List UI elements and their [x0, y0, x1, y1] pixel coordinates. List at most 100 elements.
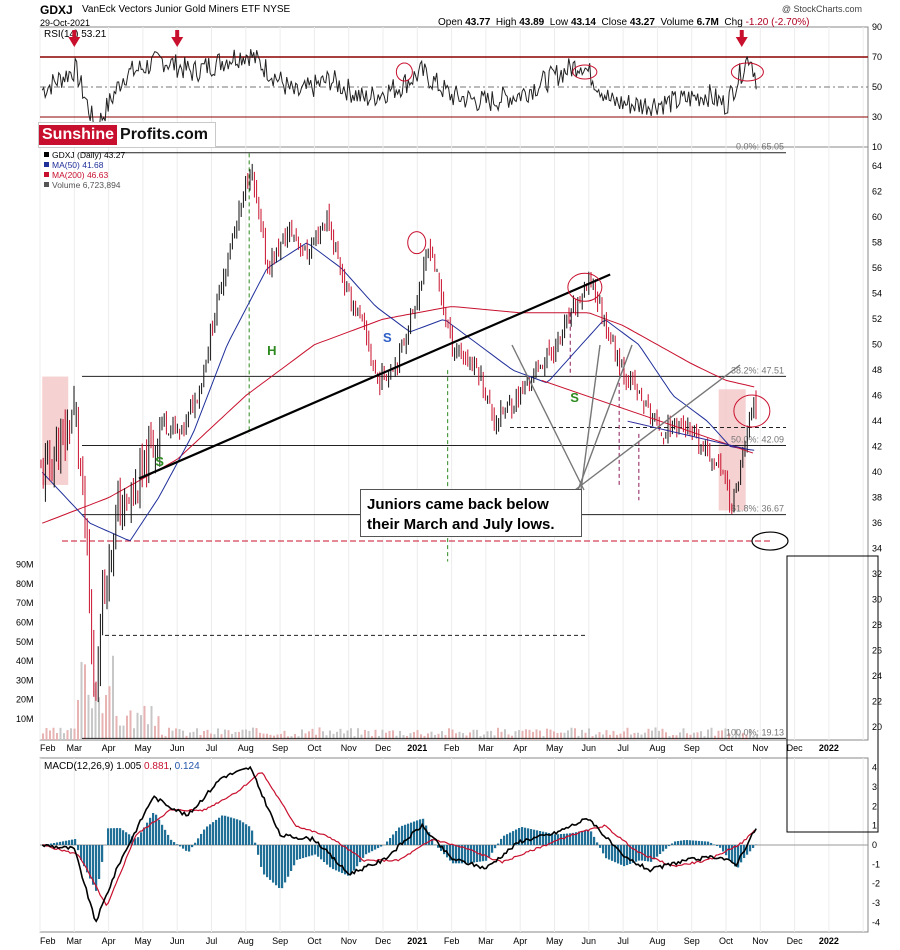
- volume-bar: [560, 732, 562, 740]
- volume-bar: [640, 734, 643, 740]
- macd-histogram-bar: [650, 845, 653, 862]
- macd-histogram-bar: [569, 833, 572, 845]
- x-axis-label: Jul: [206, 743, 218, 753]
- legend-swatch: [44, 152, 49, 157]
- x-axis-label: Jul: [206, 936, 218, 946]
- macd-histogram-bar: [266, 845, 269, 878]
- macd-histogram-bar: [401, 825, 404, 845]
- macd-histogram-bar: [353, 845, 356, 871]
- x-axis-label: Dec: [787, 936, 804, 946]
- volume-bar: [262, 733, 265, 740]
- macd-legend-part: 0.881: [141, 761, 169, 772]
- volume-bar: [210, 733, 212, 740]
- macd-histogram-bar: [710, 842, 713, 845]
- x-axis-label: May: [546, 936, 564, 946]
- volume-bar: [192, 731, 195, 740]
- macd-histogram-bar: [494, 845, 497, 849]
- macd-histogram-bar: [371, 845, 374, 852]
- volume-bar: [147, 724, 149, 740]
- volume-bar: [472, 729, 475, 740]
- volume-bar: [266, 733, 268, 740]
- volume-bar: [171, 730, 174, 740]
- volume-bar: [623, 731, 625, 740]
- macd-histogram-bar: [185, 845, 188, 851]
- volume-scale-label: 50M: [16, 637, 34, 647]
- volume-bar: [91, 708, 93, 740]
- macd-histogram-bar: [233, 818, 236, 845]
- x-axis-label: Mar: [478, 936, 494, 946]
- macd-histogram-bar: [656, 845, 659, 857]
- rsi-down-arrow-icon: [171, 37, 184, 47]
- macd-histogram-bar: [596, 842, 599, 845]
- macd-histogram-bar: [305, 845, 308, 858]
- highlight-box: [718, 389, 746, 511]
- volume-bar: [329, 730, 331, 740]
- macd-histogram-bar: [140, 832, 143, 845]
- volume-bar: [364, 729, 366, 740]
- macd-histogram-bar: [80, 845, 83, 861]
- macd-histogram-bar: [563, 833, 566, 845]
- macd-histogram-bar: [299, 845, 302, 859]
- price-tick-label: 26: [872, 646, 882, 656]
- macd-histogram-bar: [260, 845, 263, 867]
- chart-date: 29-Oct-2021: [40, 18, 91, 28]
- fibonacci-label: 100.0%: 19.13: [726, 727, 784, 737]
- x-axis-label: Sep: [684, 743, 700, 753]
- macd-histogram-bar: [491, 845, 494, 853]
- macd-histogram-bar: [152, 812, 155, 845]
- volume-bar: [318, 727, 321, 740]
- volume-bar: [217, 728, 219, 740]
- volume-bar: [119, 725, 121, 740]
- rsi-highlight-circle: [395, 62, 413, 82]
- volume-bar: [756, 733, 758, 740]
- legend-entry: Volume 6,723,894: [52, 180, 121, 190]
- volume-bar: [658, 730, 660, 740]
- macd-histogram-bar: [473, 845, 476, 863]
- volume-bar: [595, 734, 597, 740]
- x-axis-label: Nov: [341, 743, 358, 753]
- volume-bar: [276, 734, 279, 740]
- macd-histogram-bar: [689, 840, 692, 845]
- macd-histogram-bar: [308, 845, 311, 857]
- volume-bar: [196, 728, 198, 740]
- price-tick-label: 54: [872, 289, 882, 299]
- volume-bar: [476, 729, 478, 740]
- x-axis-label: Oct: [307, 743, 322, 753]
- macd-histogram-bar: [68, 840, 71, 845]
- x-axis-label: Feb: [444, 936, 460, 946]
- macd-tick-label: -4: [872, 917, 880, 927]
- volume-bar: [399, 730, 401, 740]
- macd-histogram-bar: [272, 845, 275, 883]
- macd-histogram-bar: [467, 845, 470, 864]
- macd-histogram-bar: [518, 827, 521, 845]
- volume-bar: [700, 731, 702, 740]
- volume-bar: [444, 735, 447, 740]
- macd-histogram-bar: [530, 829, 533, 845]
- volume-bar: [661, 728, 664, 740]
- macd-histogram-bar: [698, 840, 701, 845]
- macd-histogram-bar: [311, 845, 314, 856]
- macd-signal-line: [42, 772, 757, 907]
- macd-histogram-bar: [449, 845, 452, 861]
- macd-histogram-bar: [680, 840, 683, 845]
- macd-histogram-bar: [161, 824, 164, 845]
- macd-histogram-bar: [122, 830, 125, 845]
- volume-bar: [206, 729, 209, 740]
- volume-bar: [161, 734, 163, 740]
- macd-histogram-bar: [632, 845, 635, 863]
- volume-bar: [696, 732, 699, 740]
- macd-histogram-bar: [128, 834, 131, 845]
- macd-histogram-bar: [137, 837, 140, 845]
- annotation-callout: Juniors came back below their March and …: [360, 489, 582, 537]
- volume-bar: [525, 729, 527, 740]
- macd-histogram-bar: [731, 845, 734, 863]
- volume-bar: [59, 727, 62, 740]
- macd-histogram-bar: [719, 845, 722, 848]
- macd-histogram-bar: [749, 845, 752, 852]
- macd-tick-label: 4: [872, 763, 877, 773]
- volume-bar: [469, 732, 471, 740]
- volume-bar: [546, 728, 548, 740]
- macd-histogram-bar: [584, 830, 587, 845]
- macd-histogram-bar: [221, 815, 224, 845]
- fibonacci-label: 38.2%: 47.51: [731, 365, 784, 375]
